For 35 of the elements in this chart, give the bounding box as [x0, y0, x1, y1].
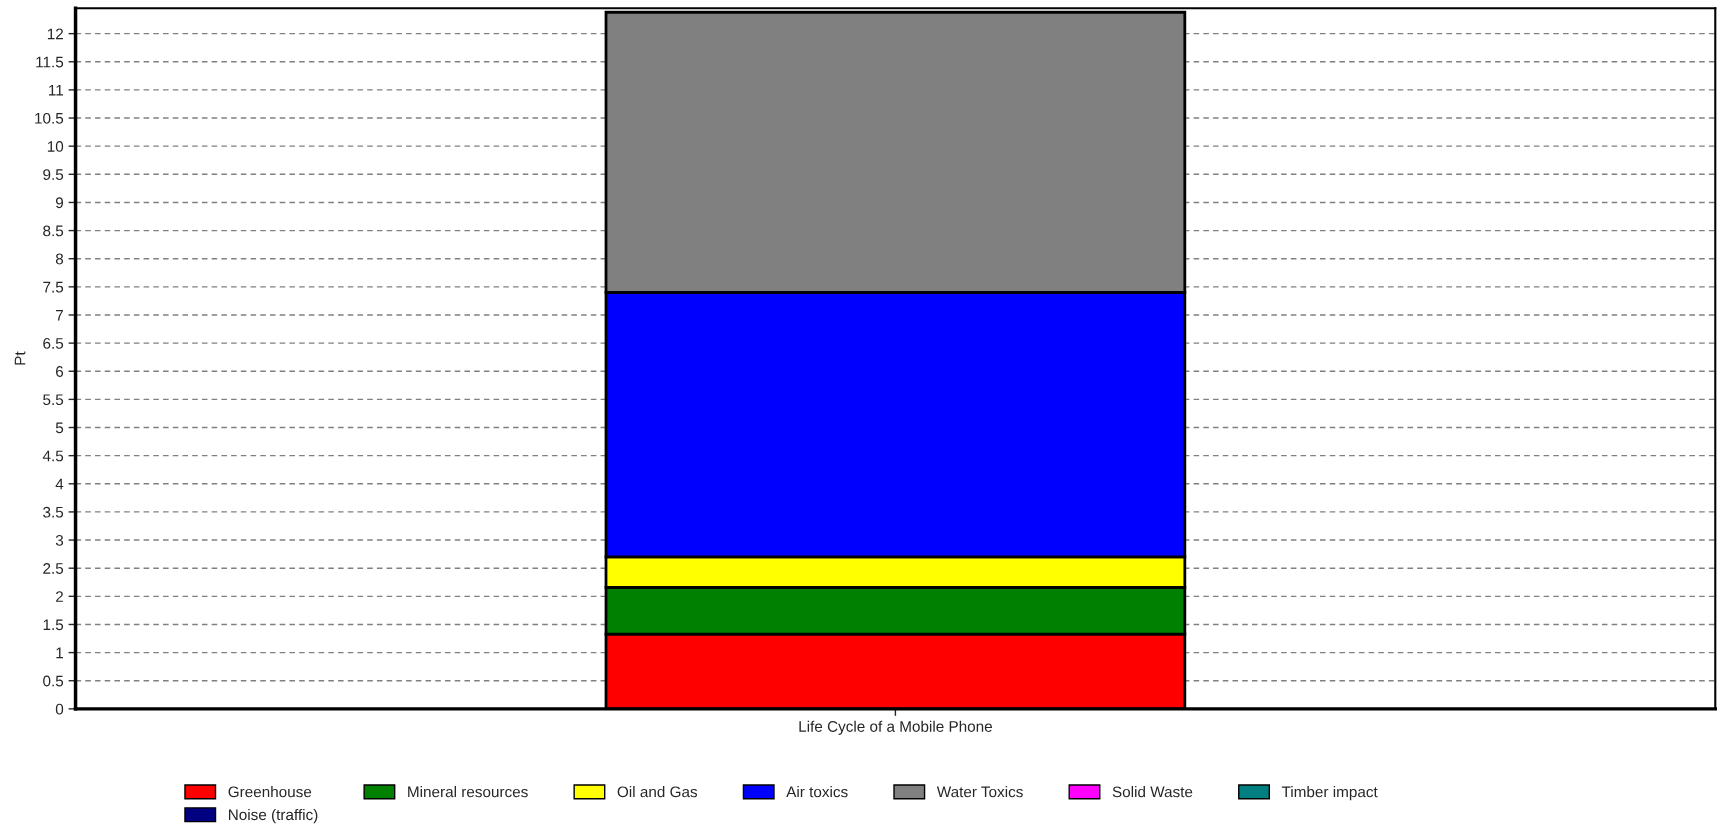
y-tick-label: 9.5 — [43, 169, 64, 180]
y-tick-label: 6.5 — [43, 337, 64, 349]
y-tick-label: 7.5 — [43, 281, 64, 293]
y-tick-label: 5.5 — [43, 394, 64, 406]
y-tick-label: 7 — [56, 310, 63, 321]
legend-label: Oil and Gas — [617, 786, 698, 798]
y-tick-label: 3.5 — [43, 506, 64, 518]
y-tick-label: 8.5 — [43, 225, 64, 237]
y-tick-label: 2 — [56, 591, 63, 602]
y-tick-label: 5 — [55, 422, 64, 434]
y-tick-label: 4.5 — [42, 450, 64, 462]
y-tick-label: 6 — [56, 366, 64, 377]
y-tick-label: 1 — [56, 647, 63, 659]
y-tick-label: 3 — [55, 534, 64, 546]
y-axis-title: Pt — [14, 351, 26, 365]
legend-label: Greenhouse — [228, 786, 312, 798]
y-tick-label: 0.5 — [43, 675, 64, 687]
y-tick-label: 4 — [55, 478, 64, 490]
legend-label: Noise (traffic) — [228, 808, 318, 824]
y-tick-label: 11.5 — [36, 56, 64, 68]
y-tick-label: 11 — [49, 84, 63, 96]
legend-label: Water Toxics — [936, 786, 1023, 798]
y-tick-label: 9 — [55, 197, 64, 209]
y-tick-label: 10 — [47, 141, 64, 152]
y-tick-label: 10.5 — [35, 112, 64, 124]
legend-label: Air toxics — [786, 786, 848, 798]
y-tick-label: 8 — [55, 253, 64, 265]
y-tick-label: 12 — [47, 28, 63, 40]
legend-label: Mineral resources — [408, 786, 528, 798]
y-tick-label: 2.5 — [43, 563, 64, 574]
y-tick-label: 1.5 — [43, 619, 64, 631]
legend-label: Solid Waste — [1112, 786, 1193, 798]
legend-label: Timber impact — [1281, 786, 1378, 801]
y-tick-label: 0 — [55, 703, 64, 715]
x-tick-label: Life Cycle of a Mobile Phone — [799, 720, 992, 735]
